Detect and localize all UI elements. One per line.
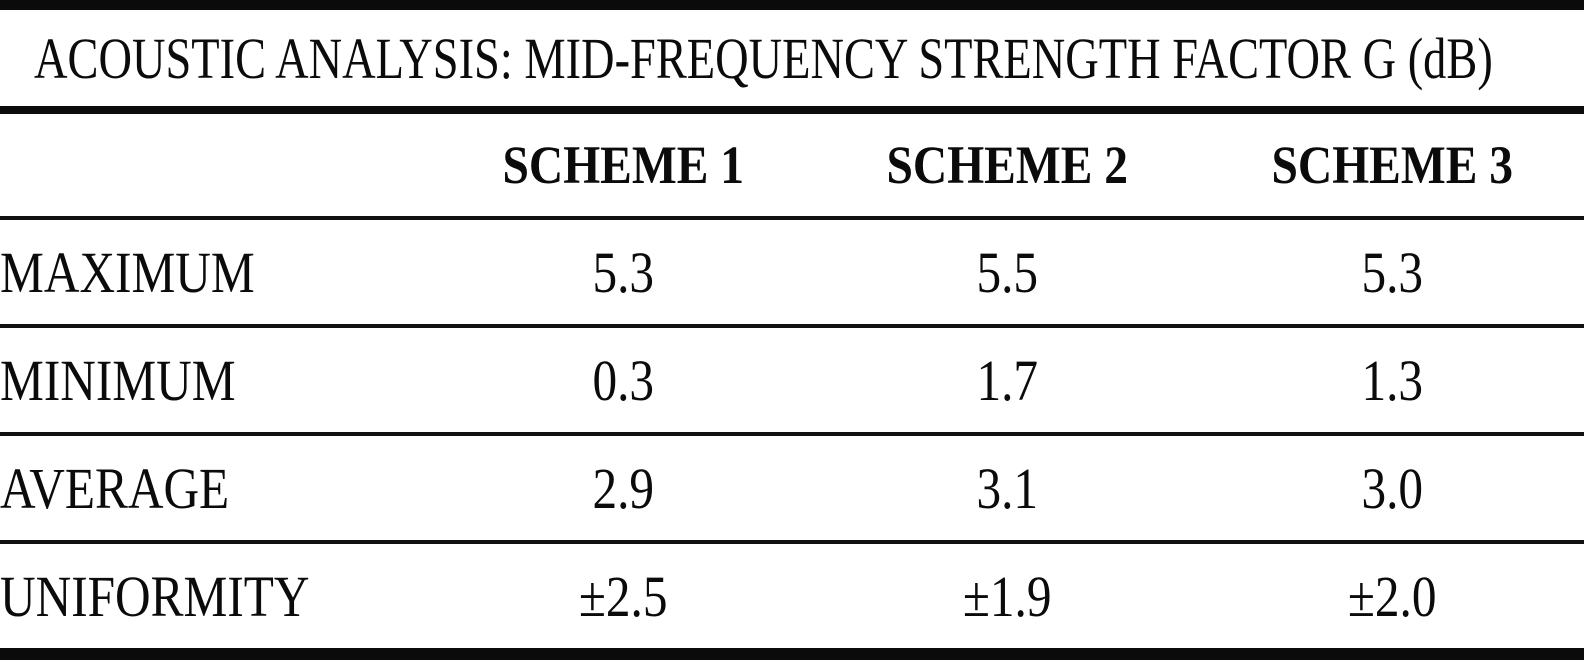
title-divider-rule [0,106,1584,114]
cell-value: 3.1 [976,455,1039,521]
cell-value: 5.3 [592,239,654,305]
cell-value: 5.5 [976,239,1039,305]
acoustic-analysis-table: SCHEME 1 SCHEME 2 SCHEME 3 MAXIMUM 5.3 5… [0,114,1584,648]
row-label: AVERAGE [0,455,230,521]
cell-value: 1.7 [976,347,1039,413]
cell-value: 2.9 [592,455,654,521]
header-row: SCHEME 1 SCHEME 2 SCHEME 3 [0,114,1584,218]
cell-value: 1.3 [1361,347,1423,413]
cell-value: ±1.9 [963,563,1052,629]
table-title: ACOUSTIC ANALYSIS: MID-FREQUENCY STRENGT… [34,25,1493,91]
column-header-scheme-2: SCHEME 2 [815,114,1199,218]
cell-value: 3.0 [1361,455,1423,521]
column-header-label: SCHEME 3 [1271,135,1513,195]
table-title-row: ACOUSTIC ANALYSIS: MID-FREQUENCY STRENGT… [0,10,1584,106]
row-label: MINIMUM [0,347,236,413]
cell-value: 5.3 [1361,239,1423,305]
table-row-average: AVERAGE 2.9 3.1 3.0 [0,434,1584,542]
table-row-minimum: MINIMUM 0.3 1.7 1.3 [0,326,1584,434]
cell-value: ±2.5 [578,563,668,629]
column-header-label: SCHEME 2 [886,135,1129,195]
column-header-scheme-1: SCHEME 1 [431,114,815,218]
column-header-label: SCHEME 1 [502,135,744,195]
corner-cell-empty [0,114,431,218]
top-border-rule [0,0,1584,10]
table-row-uniformity: UNIFORMITY ±2.5 ±1.9 ±2.0 [0,542,1584,648]
cell-value: 0.3 [592,347,654,413]
bottom-border-rule [0,648,1584,660]
cell-value: ±2.0 [1347,563,1437,629]
row-label: MAXIMUM [0,239,255,305]
table-row-maximum: MAXIMUM 5.3 5.5 5.3 [0,218,1584,326]
row-label: UNIFORMITY [0,563,310,629]
column-header-scheme-3: SCHEME 3 [1200,114,1584,218]
